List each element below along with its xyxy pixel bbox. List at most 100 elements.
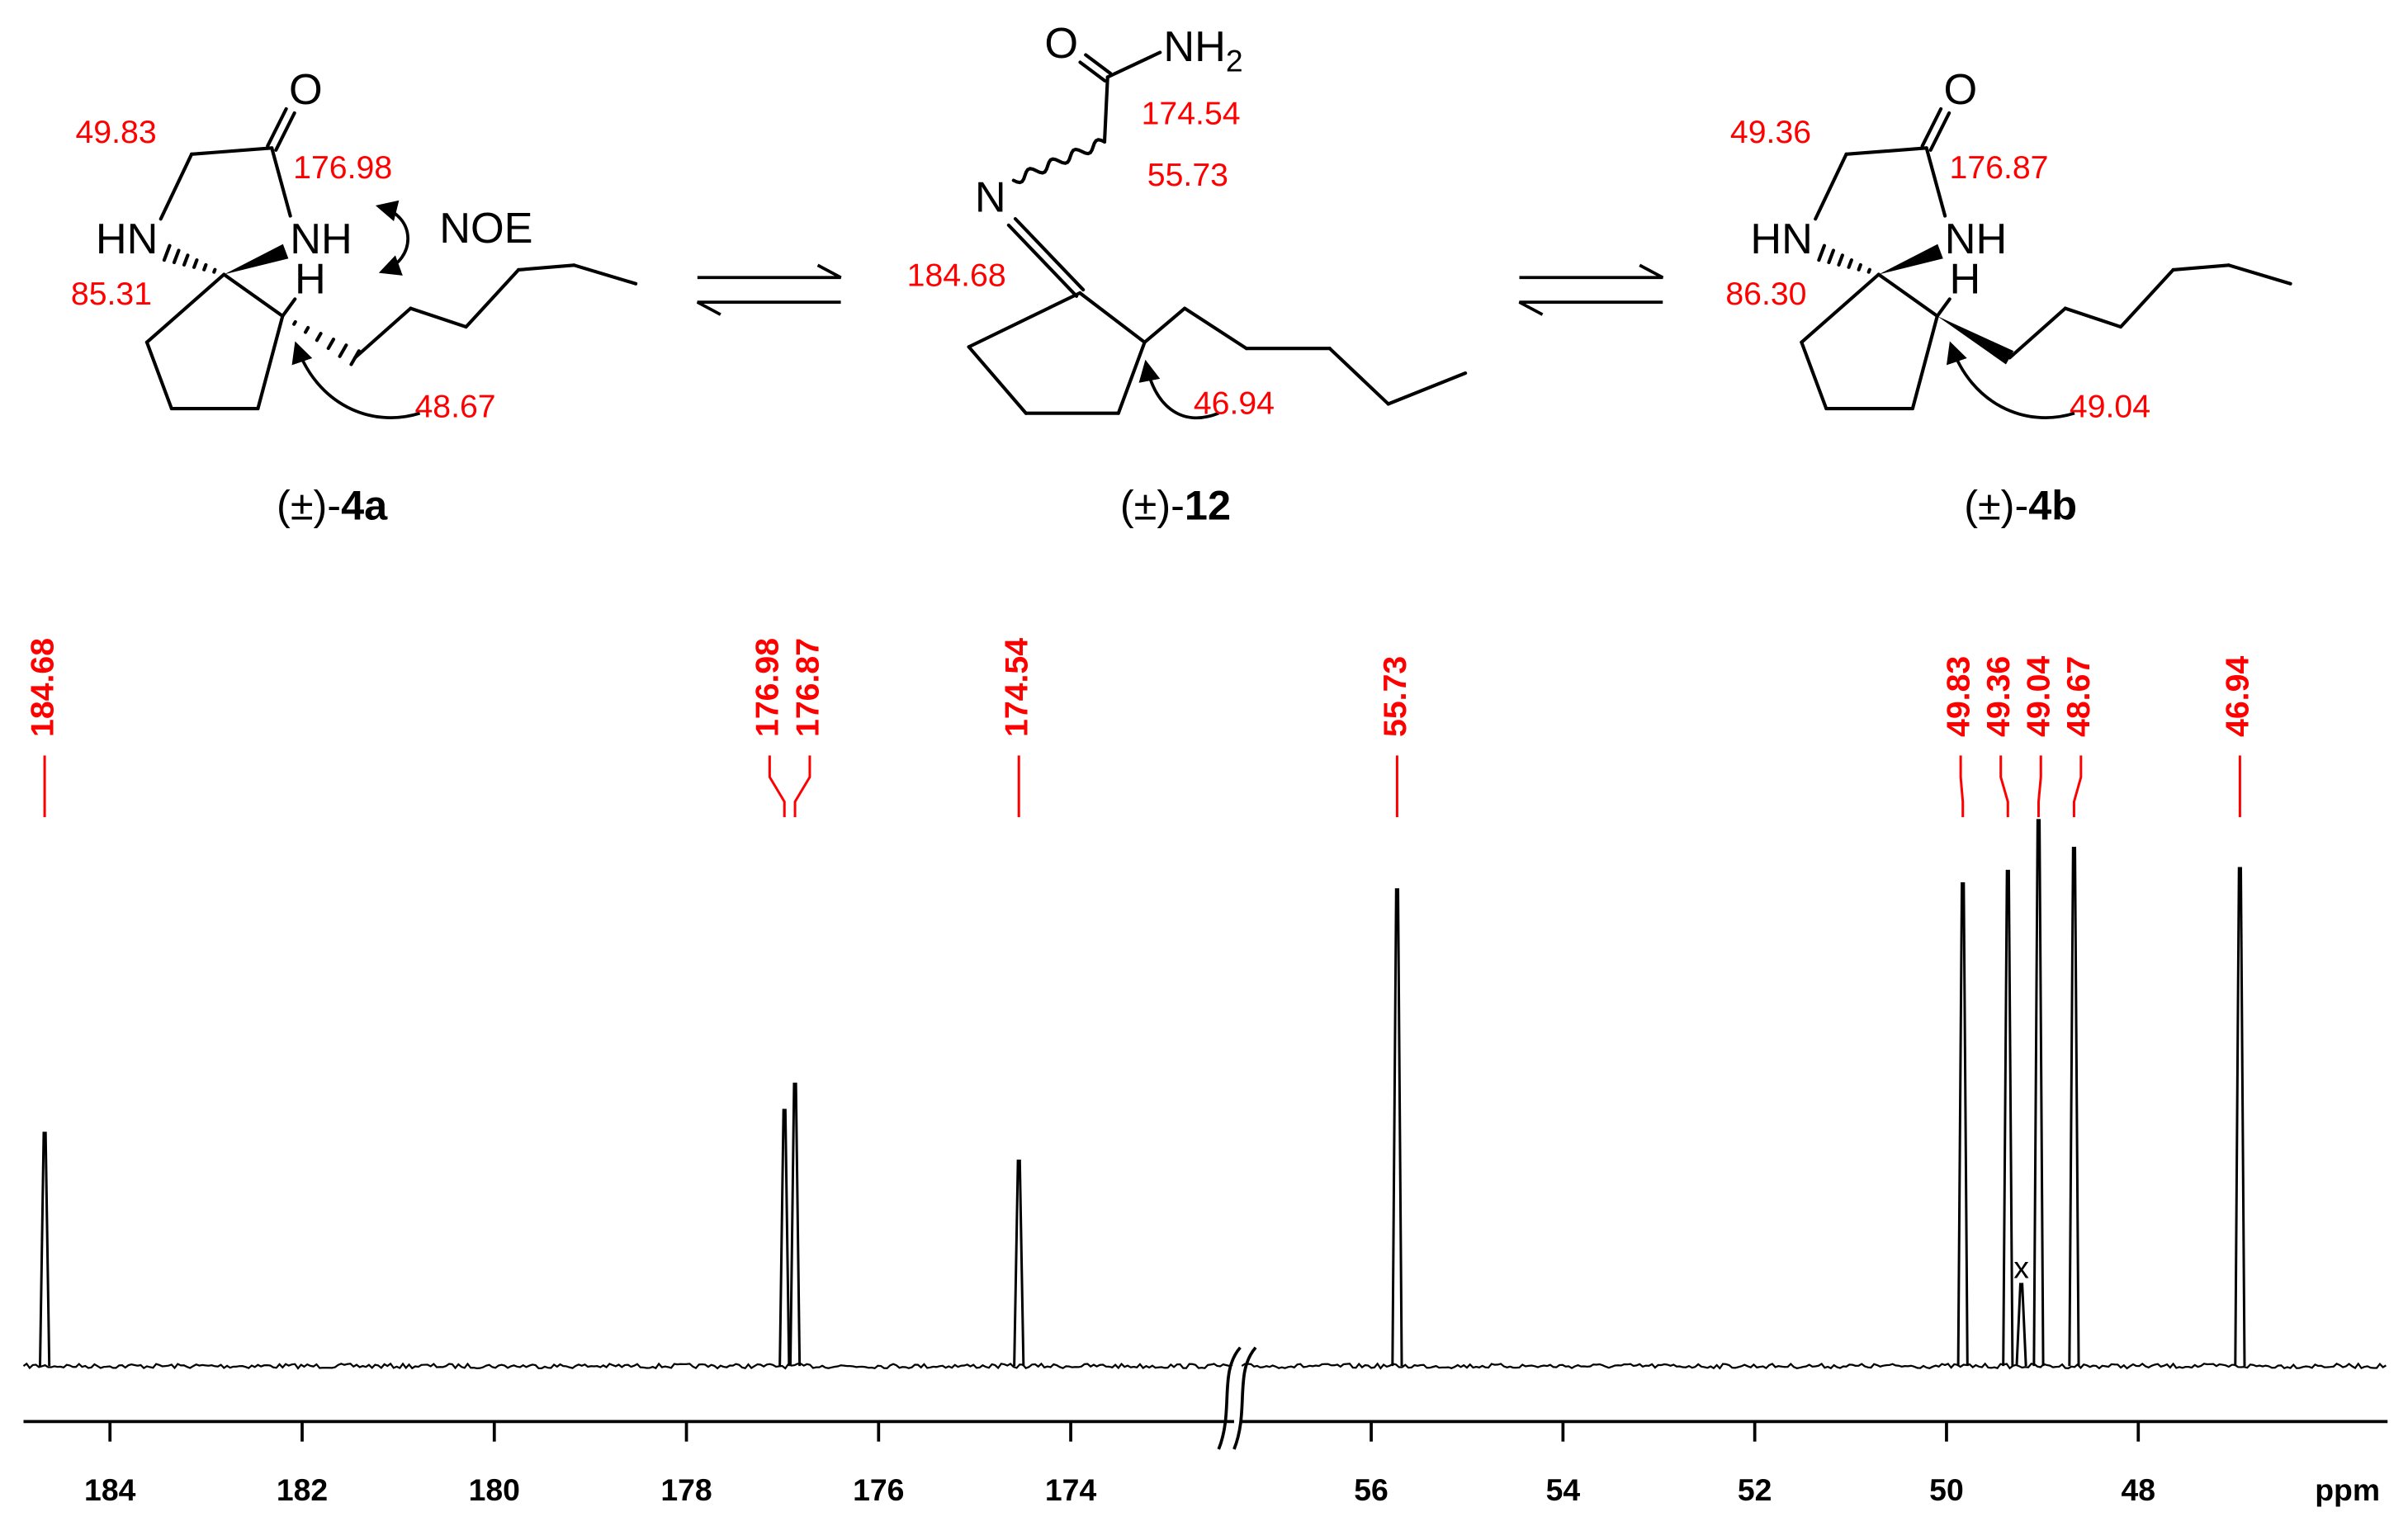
peak-label-connector [768,755,786,818]
bond [281,297,297,319]
hash-bond [172,248,181,265]
hash-bond [182,253,190,267]
double-bond [1920,106,1943,148]
peak-label: 46.94 [2220,656,2256,737]
atom-subscript: 2 [1226,43,1243,78]
double-bond [266,106,288,148]
bond [2008,306,2067,360]
bond [464,267,521,329]
bond [353,306,413,360]
bond [190,146,274,156]
shift-annotation: 174.54 [1142,95,1241,131]
bond [222,272,285,319]
hash-bond [1866,267,1871,274]
noe-arrow [375,200,409,276]
atom-label: HN [96,215,158,263]
bond [1386,371,1468,406]
peak-label-connector [793,755,811,818]
x-tick-label: 180 [469,1472,520,1507]
x-tick-label: 56 [1354,1472,1389,1507]
bond [1876,272,1939,319]
x-tick-label: 184 [84,1472,136,1507]
bond [1105,50,1162,79]
compound-label: (±)-4b [1964,482,2077,529]
hash-bond [202,262,208,272]
hash-bond [315,332,323,343]
assignment-arrow [291,341,421,419]
peak [2234,867,2246,1367]
bond [1844,146,1928,156]
compound: O HN NHH NOE 49.83 176.98 85.31 48.67 (±)-4a [71,66,638,529]
bond [2226,263,2292,286]
shift-annotation: 86.30 [1725,276,1806,312]
shift-annotation: 85.31 [71,276,152,312]
compound-label: (±)-4a [277,482,388,529]
x-tick-label: 48 [2121,1472,2155,1507]
peak-label-connector [2072,755,2083,818]
compound-label: (±)-12 [1120,482,1231,529]
assignment-arrow [1138,359,1219,419]
x-tick-label: 52 [1738,1472,1772,1507]
double-bond [1006,223,1079,298]
atom-label: O [1044,20,1078,68]
atom-label: NOE [439,205,532,253]
atom-label: HN [1750,215,1813,263]
reverse-arrow [696,300,841,316]
peak [778,1108,791,1367]
equilibrium-arrows [696,263,1664,316]
compound-prefix: (±)- [277,482,341,529]
bond [1924,146,1947,218]
wavy-bond [1011,138,1107,185]
baseline-noise [22,1362,1233,1370]
x-tick-label: 176 [853,1472,904,1507]
impurity-peak [2015,1283,2027,1367]
assignment-arrows [291,200,2075,419]
shift-annotation: 46.94 [1194,385,1275,422]
bond [1935,297,1951,319]
shift-annotation: 176.87 [1950,149,2049,186]
peak [1391,888,1403,1367]
bond [967,345,1028,415]
bond [1800,340,1828,411]
hash-bond [192,258,199,269]
peak-label: 184.68 [24,638,60,737]
double-bond [1078,60,1107,83]
bond [1814,152,1848,221]
x-axis-label: ppm [2315,1472,2380,1507]
shift-annotation: 176.98 [293,149,392,186]
compound: O HN NHH 49.36 176.87 86.30 49.04 (±)-4b [1725,66,2292,529]
atom-label: O [1943,66,1977,114]
bond [2119,267,2175,329]
peak-label-connector [1999,755,2009,818]
bond [409,306,468,329]
bond [967,291,1082,349]
bond [1327,347,1390,406]
peak-label: 55.73 [1377,656,1413,737]
peak [2002,869,2014,1367]
hash-bond [1827,248,1835,265]
bond [1078,291,1147,344]
reverse-arrow [1518,300,1663,316]
atom-symbol: NH [1163,23,1226,71]
peak [1013,1159,1025,1367]
bond [270,146,292,218]
hash-bond [212,267,217,274]
shift-annotation: 49.83 [75,114,156,150]
forward-arrow [1519,263,1664,280]
atom-label: O [289,66,323,114]
compound-number: 4a [341,482,388,529]
bond [2063,306,2123,329]
peak-label: 49.04 [2021,656,2057,737]
peak-label: 176.98 [750,638,786,737]
atom-label: NH [1945,215,2008,263]
bond [158,152,194,221]
compound-number: 4b [2028,482,2077,529]
double-bond [1013,217,1086,292]
bond [1800,272,1881,344]
peak-label-connector [2037,755,2042,818]
double-bond [1928,111,1951,152]
baseline-noise [1241,1362,2387,1370]
bond [2171,263,2231,272]
